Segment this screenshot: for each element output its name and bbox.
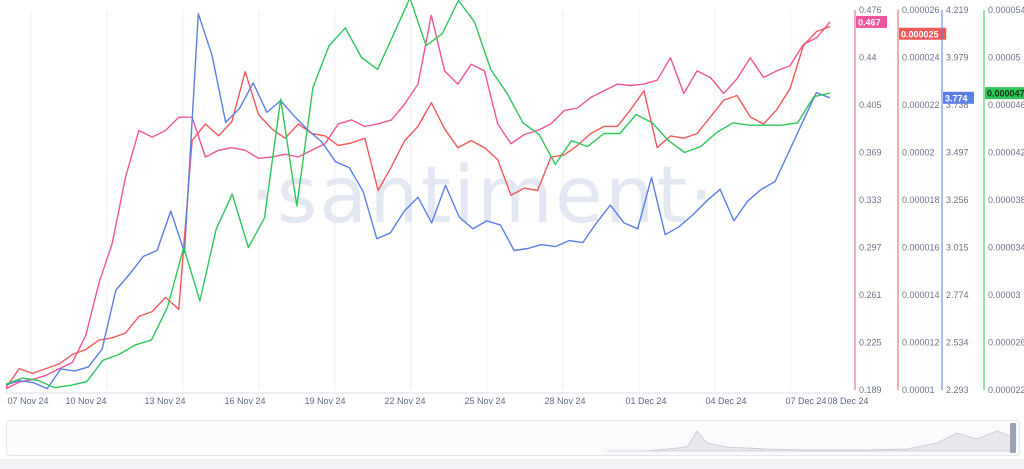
y-tick-label-green: 0.000034 [988,243,1024,253]
last-value-badge-blue [943,91,974,104]
last-value-badge-pink [856,15,887,28]
chart-canvas: ·santiment· 0.476 0.44 0.405 0.369 0.333 0.29… [5,0,1024,406]
y-tick-label-pink: 0.405 [859,100,882,110]
y-tick-label-blue: 2.534 [946,338,969,348]
x-axis: 07 Nov 24 10 Nov 24 13 Nov 24 16 Nov 24 19 N… [6,392,869,406]
navigator-handle[interactable] [1010,423,1016,453]
x-tick-label: 01 Dec 24 [625,396,666,406]
x-tick-label: 04 Dec 24 [705,396,746,406]
last-value-text-green: 0.000047 [987,89,1024,99]
series-line-blue [5,12,831,390]
y-tick-label-blue: 3.738 [946,100,969,110]
y-tick-label-pink: 0.476 [859,5,882,15]
y-tick-label-pink: 0.261 [859,290,882,300]
y-tick-label-blue: 2.293 [946,385,969,395]
y-tick-label-pink: 0.297 [859,243,882,253]
y-tick-label-red: 0.000018 [902,195,940,205]
grid [30,10,792,390]
y-tick-label-red: 0.000022 [902,100,940,110]
navigator-preview [607,423,1016,453]
x-tick-label: 13 Nov 24 [144,396,185,406]
last-value-text-red: 0.000025 [901,29,939,39]
y-tick-label-blue: 4.219 [946,5,969,15]
last-value-badge-red [899,27,947,40]
y-tick-label-pink: 0.189 [859,385,882,395]
y-tick-label-red: 0.000014 [902,290,940,300]
y-tick-label-green: 0.00005 [988,53,1021,63]
last-value-text-blue: 3.774 [945,93,968,103]
y-tick-label-pink: 0.225 [859,338,882,348]
y-tick-label-pink: 0.369 [859,148,882,158]
y-tick-label-green: 0.000046 [988,100,1024,110]
y-tick-label-blue: 3.979 [946,53,969,63]
y-tick-label-green: 0.000054 [988,5,1024,15]
x-tick-label: 16 Nov 24 [224,396,265,406]
x-tick-label: 07 Dec 24 [785,396,826,406]
y-tick-label-pink: 0.44 [859,53,877,63]
y-tick-label-red: 0.000024 [902,53,940,63]
y-tick-label-green: 0.000042 [988,148,1024,158]
range-navigator[interactable] [6,420,1020,456]
x-tick-label: 25 Nov 24 [464,396,505,406]
y-tick-label-blue: 3.256 [946,195,969,205]
x-tick-label: 07 Nov 24 [7,396,48,406]
bottom-strip [0,459,1024,469]
y-tick-label-blue: 3.497 [946,148,969,158]
x-tick-label: 19 Nov 24 [304,396,345,406]
navigator-area [607,430,1013,452]
y-tick-label-blue: 3.015 [946,243,969,253]
series-layer [5,0,831,390]
x-tick-label: 10 Nov 24 [65,396,106,406]
y-tick-label-red: 0.00002 [902,148,935,158]
series-line-green [5,0,831,389]
y-axes: 0.476 0.44 0.405 0.369 0.333 0.297 0.261 0.225 0… [854,5,1024,395]
y-tick-label-blue: 2.774 [946,290,969,300]
y-tick-label-green: 0.000026 [988,338,1024,348]
y-tick-label-red: 0.000026 [902,5,940,15]
last-value-text-pink: 0.467 [858,17,881,27]
y-tick-label-red: 0.000012 [902,338,940,348]
y-tick-label-pink: 0.333 [859,195,882,205]
y-tick-label-green: 0.000038 [988,195,1024,205]
series-line-pink [5,14,831,390]
x-tick-label: 08 Dec 24 [827,396,868,406]
y-tick-label-green: 0.00003 [988,290,1021,300]
y-tick-label-red: 0.000016 [902,243,940,253]
x-tick-label: 28 Nov 24 [544,396,585,406]
x-tick-label: 22 Nov 24 [384,396,425,406]
y-tick-label-red: 0.00001 [902,385,935,395]
watermark: ·santiment· [250,151,716,241]
last-value-badge-green [985,87,1024,100]
series-line-red [5,25,831,389]
y-tick-label-green: 0.000022 [988,385,1024,395]
